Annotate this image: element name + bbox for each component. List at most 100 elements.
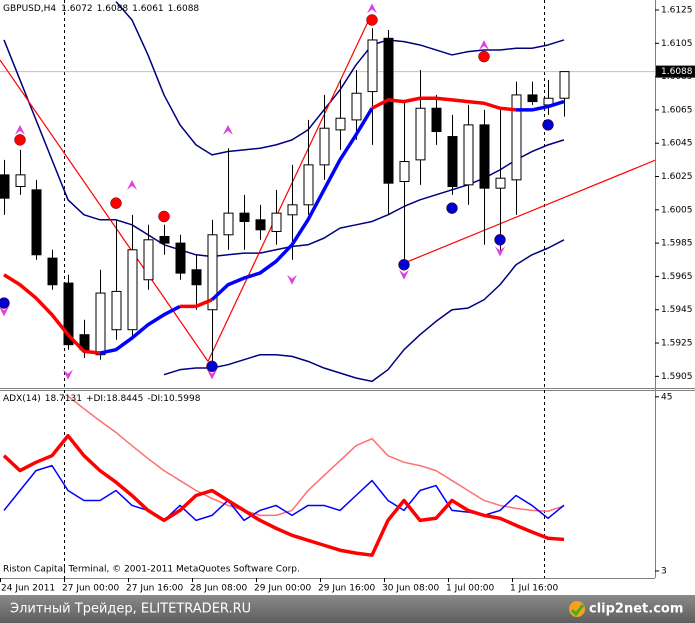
candle-body [239,212,250,222]
candle-body [0,174,10,199]
candle-body [335,117,346,131]
y-tick-label: 1.6025 [661,172,693,182]
x-tick-label: 30 Jun 08:00 [382,584,439,594]
candle-body [15,174,26,188]
watermark-right: clip2net.com [589,602,683,617]
x-tick-label: 27 Jun 16:00 [126,584,183,594]
y-tick-label: 1.5965 [661,272,693,282]
candle-body [431,107,442,133]
price-plot [0,1,655,383]
candle-body [255,219,266,231]
x-tick-label: 1 Jul 16:00 [510,584,559,594]
candle-body [223,212,234,236]
candle-body [463,124,474,186]
adx-plot [2,395,565,557]
line [163,239,565,383]
watermark-left: Элитный Трейдер, ELITETRADER.RU [10,602,251,617]
y-tick-label: 1.6065 [661,105,693,115]
last-low: 1.6061 [132,4,164,14]
adx-value: 18.7131 [45,394,82,404]
y-tick-label: 1.5905 [661,372,693,382]
legend-minus-di: -DI: [147,394,163,404]
candle-body [511,94,522,181]
fractal-dot [158,210,170,223]
arrow-up [479,39,489,50]
candle-body [367,39,378,93]
x-tick-label: 1 Jul 00:00 [446,584,495,594]
candle-body [415,107,426,161]
fractal-dot [110,197,122,209]
candle-body [111,290,122,331]
y-tick-label: 1.6125 [661,5,693,15]
candle-body [159,235,170,244]
legend-plus-di: +DI: [86,394,106,404]
candle-body [191,269,202,286]
candle-body [383,37,394,184]
candle-body [47,257,58,286]
x-tick-label: 24 Jun 2011 [1,584,55,594]
last-close: 1.6088 [168,4,200,14]
x-tick-label: 28 Jun 08:00 [190,584,247,594]
candle-body [447,136,458,188]
trendline [399,159,655,266]
symbol: GBPUSD,H4 [3,4,56,14]
candle-body [303,164,314,206]
candle-body [495,177,506,189]
thick-line [3,96,517,355]
arrow-down [287,274,297,285]
thick-line [99,99,565,355]
clip2net-check [570,604,585,617]
arrow-up [223,124,233,135]
fractal-dot [494,234,506,246]
arrow-down [63,369,73,380]
legend-adx: ADX(14) [3,394,41,404]
candle-body [287,204,298,216]
y-tick-label: 3 [661,566,667,576]
candle-body [95,292,106,356]
candle-body [399,161,410,183]
y-tick-label: 1.6105 [661,39,693,49]
y-tick-label: 1.5945 [661,305,693,315]
fractal-dot [206,360,218,373]
candle-body [319,127,330,166]
candle-body [479,124,490,189]
candle-body [351,92,362,121]
fractal-dot [398,259,410,271]
x-tick-label: 29 Jun 00:00 [254,584,311,594]
arrow-up [15,124,25,135]
trendline [207,21,369,362]
candle-body [31,189,42,256]
y-tick-label: 1.6045 [661,139,693,149]
fractal-dot [366,14,378,26]
candle-body [527,94,538,103]
arrow-up [367,3,377,14]
adx-header: ADX(14) 18.7131 +DI:18.8445 -DI:10.5998 [3,394,201,404]
thick-line [2,434,565,557]
last-high: 1.6088 [97,4,129,14]
minus-di-value: 10.5998 [163,394,200,404]
price-header: GBPUSD,H4 1.6072 1.6088 1.6061 1.6088 [3,4,199,14]
last-open: 1.6072 [61,4,93,14]
y-tick-label: 1.5985 [661,239,693,249]
fractal-dot [542,119,554,131]
arrow-down [399,269,409,280]
y-tick-label: 45 [661,392,672,402]
candle-body [559,71,570,99]
candle-body [143,239,154,281]
y-tick-label: 1.6005 [661,205,693,215]
arrow-down [207,369,217,380]
arrow-down [0,306,9,317]
y-tick-label: 1.5925 [661,339,693,349]
candle-body [175,242,186,274]
copyright: Riston Capital Terminal, © 2001-2011 Met… [3,565,300,575]
candle-body [127,249,138,331]
arrow-down [495,246,505,257]
plus-di-value: 18.8445 [106,394,143,404]
line [67,395,565,517]
axes: 1.61251.61051.60851.60651.60451.60251.60… [0,5,695,594]
fractal-dot [0,297,10,309]
last-price-box [656,65,695,78]
fractal-dot [14,134,26,146]
